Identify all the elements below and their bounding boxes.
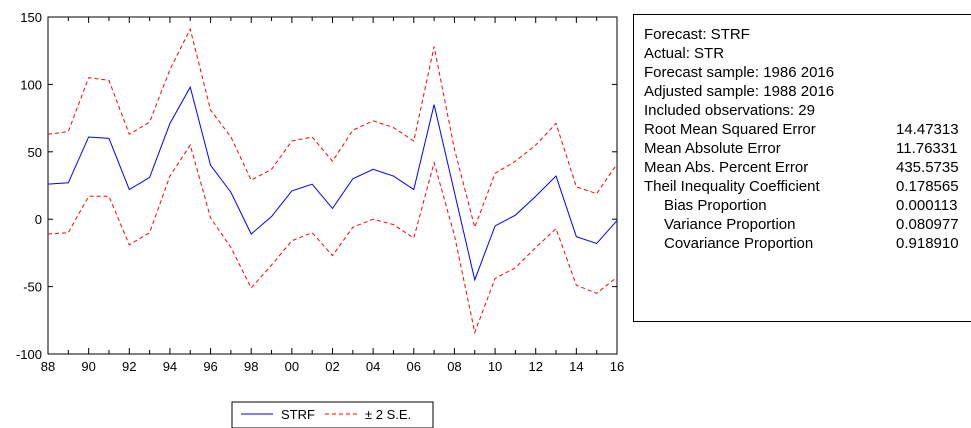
stat-label-variance: Variance Proportion — [664, 216, 796, 233]
x-tick-label-14: 16 — [610, 359, 624, 374]
stat-value-rmse: 14.47313 — [896, 121, 959, 138]
legend-label-se: ± 2 S.E. — [365, 407, 411, 422]
stat-label-forecast-sample: Forecast sample: 1986 2016 — [644, 64, 835, 81]
forecast-statistics-panel: Forecast: STRF Actual: STR Forecast samp… — [633, 14, 971, 322]
y-axis: -100 -50 0 50 100 150 — [16, 10, 617, 362]
series-line-se-upper — [47, 27, 618, 229]
y-tick-label-1: -50 — [23, 280, 42, 295]
stat-label-mae: Mean Absolute Error — [644, 140, 781, 157]
forecast-chart: -100 -50 0 50 100 150 88 90 92 94 96 98 00 02 04 06 08 1… — [16, 10, 624, 428]
plot-frame — [47, 16, 618, 355]
stat-value-bias: 0.000113 — [896, 197, 958, 214]
series-line-strf — [47, 85, 618, 282]
x-tick-label-13: 14 — [569, 359, 583, 374]
legend-label-strf: STRF — [281, 407, 315, 422]
x-tick-label-6: 00 — [285, 359, 299, 374]
stat-label-observations: Included observations: 29 — [644, 102, 815, 119]
stat-label-covariance: Covariance Proportion — [664, 235, 814, 252]
x-tick-label-11: 10 — [488, 359, 502, 374]
x-tick-label-0: 88 — [41, 359, 55, 374]
stat-value-theil: 0.178565 — [896, 178, 959, 195]
legend: STRF ± 2 S.E. — [231, 401, 434, 428]
x-tick-label-8: 04 — [366, 359, 380, 374]
x-tick-label-1: 90 — [81, 359, 95, 374]
x-tick-label-3: 94 — [163, 359, 177, 374]
x-tick-label-7: 02 — [325, 359, 339, 374]
x-tick-label-4: 96 — [203, 359, 217, 374]
stat-label-bias: Bias Proportion — [664, 197, 767, 214]
y-tick-label-4: 100 — [20, 77, 42, 92]
stat-label-rmse: Root Mean Squared Error — [644, 121, 816, 138]
stat-value-variance: 0.080977 — [896, 216, 959, 233]
x-tick-label-10: 08 — [447, 359, 461, 374]
series-group — [47, 27, 618, 335]
stat-label-theil: Theil Inequality Coefficient — [644, 178, 820, 195]
stat-value-mae: 11.76331 — [896, 140, 958, 157]
x-axis: 88 90 92 94 96 98 00 02 04 06 08 10 12 14 16 — [41, 17, 624, 374]
stat-value-covariance: 0.918910 — [896, 235, 959, 252]
stat-label-adjusted-sample: Adjusted sample: 1988 2016 — [644, 83, 835, 100]
stat-value-mape: 435.5735 — [896, 159, 959, 176]
legend-box — [231, 401, 434, 428]
y-tick-label-3: 50 — [28, 145, 42, 160]
x-tick-label-9: 06 — [407, 359, 421, 374]
stat-label-actual: Actual: STR — [644, 45, 725, 62]
y-tick-label-2: 0 — [35, 212, 42, 227]
stat-label-mape: Mean Abs. Percent Error — [644, 159, 809, 176]
y-tick-label-5: 150 — [20, 10, 42, 25]
stat-label-forecast: Forecast: STRF — [644, 26, 750, 43]
series-line-se-lower — [47, 143, 618, 335]
x-tick-label-12: 12 — [528, 359, 542, 374]
y-tick-label-0: -100 — [16, 347, 42, 362]
x-tick-label-5: 98 — [244, 359, 258, 374]
x-tick-label-2: 92 — [122, 359, 136, 374]
